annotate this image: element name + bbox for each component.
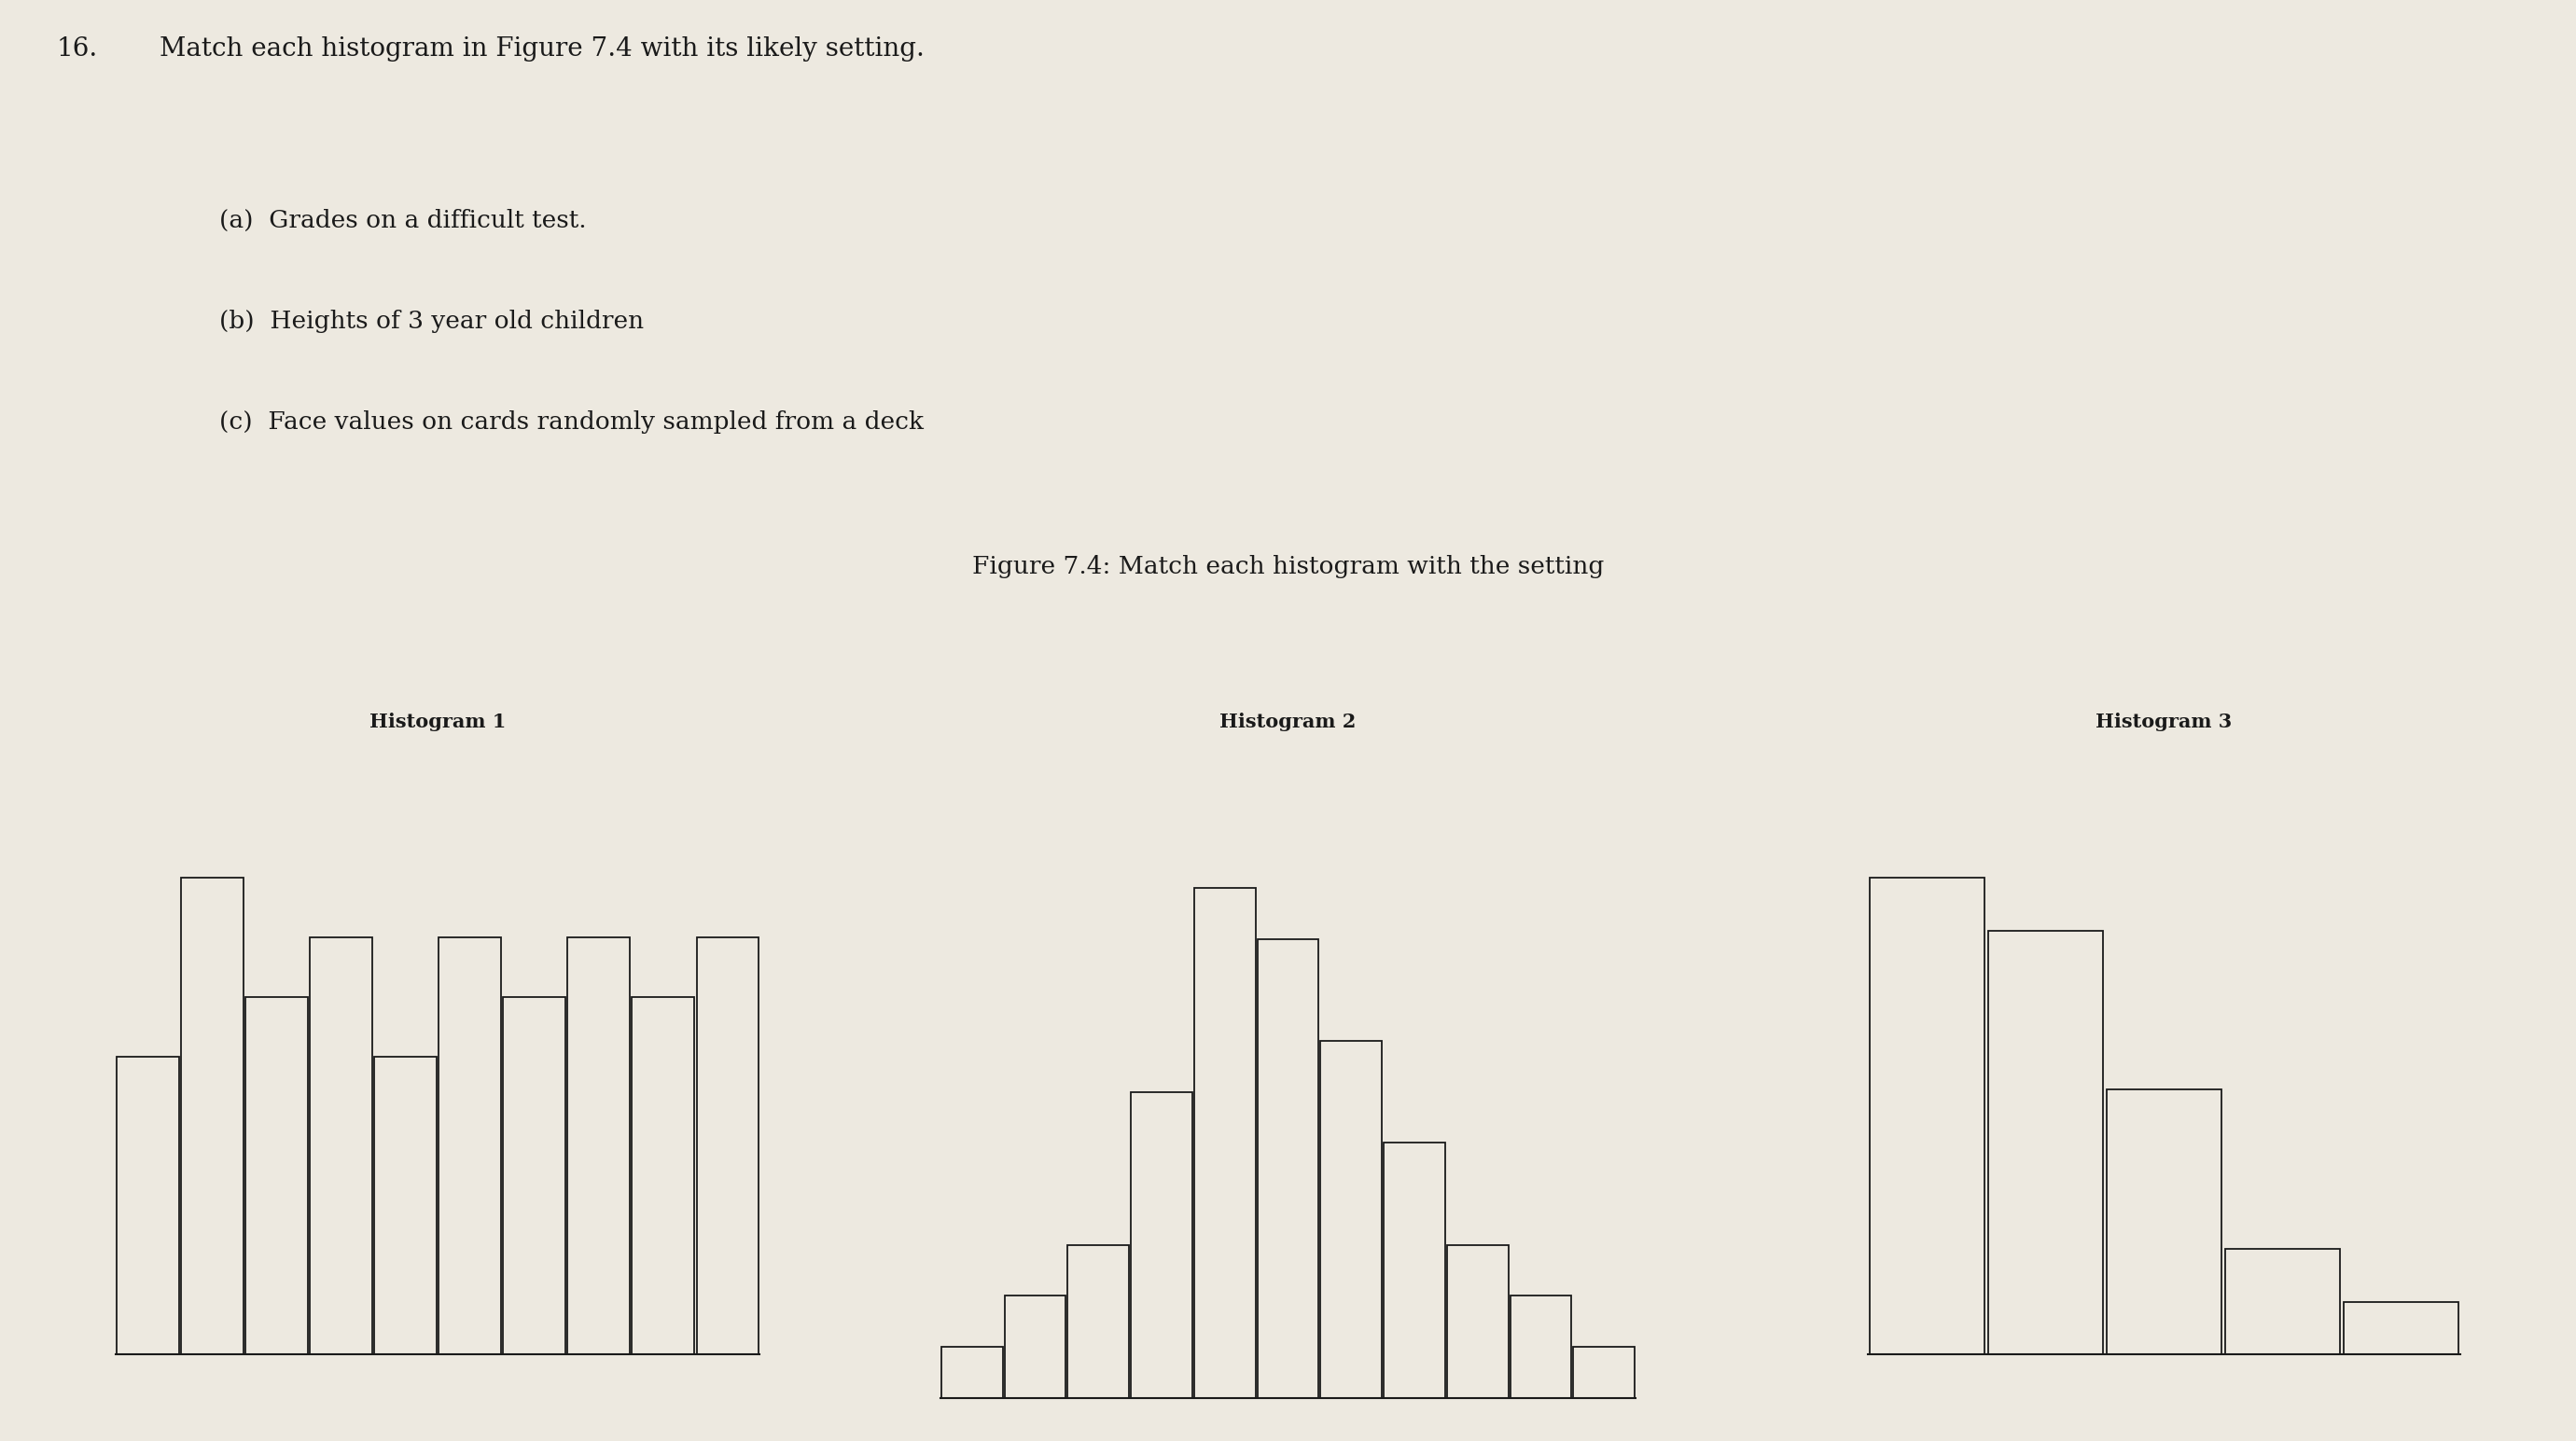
Bar	[2226, 1248, 2339, 1355]
Bar	[1321, 1040, 1381, 1398]
Bar	[1066, 1245, 1128, 1398]
Bar	[2107, 1089, 2221, 1355]
Text: 16.: 16.	[57, 36, 98, 61]
Bar	[940, 1347, 1002, 1398]
Bar	[1005, 1295, 1066, 1398]
Title: Histogram 3: Histogram 3	[2097, 712, 2231, 731]
Bar	[1257, 940, 1319, 1398]
Bar	[116, 1056, 180, 1355]
Text: Match each histogram in Figure 7.4 with its likely setting.: Match each histogram in Figure 7.4 with …	[160, 36, 925, 61]
Bar	[696, 938, 760, 1355]
Bar	[1448, 1245, 1510, 1398]
Bar	[438, 938, 502, 1355]
Bar	[1574, 1347, 1636, 1398]
Bar	[1195, 888, 1255, 1398]
Text: (b)  Heights of 3 year old children: (b) Heights of 3 year old children	[219, 310, 644, 333]
Bar	[1870, 878, 1984, 1355]
Title: Histogram 1: Histogram 1	[368, 712, 507, 731]
Text: (a)  Grades on a difficult test.: (a) Grades on a difficult test.	[219, 209, 587, 232]
Bar	[245, 997, 309, 1355]
Bar	[2344, 1301, 2458, 1355]
Bar	[631, 997, 696, 1355]
Bar	[180, 878, 245, 1355]
Bar	[309, 938, 374, 1355]
Text: (c)  Face values on cards randomly sampled from a deck: (c) Face values on cards randomly sample…	[219, 411, 922, 434]
Text: Figure 7.4: Match each histogram with the setting: Figure 7.4: Match each histogram with th…	[971, 555, 1605, 578]
Bar	[374, 1056, 438, 1355]
Title: Histogram 2: Histogram 2	[1218, 712, 1358, 731]
Bar	[502, 997, 567, 1355]
Bar	[1989, 931, 2102, 1355]
Bar	[1383, 1143, 1445, 1398]
Bar	[1510, 1295, 1571, 1398]
Bar	[1131, 1092, 1193, 1398]
Bar	[567, 938, 631, 1355]
